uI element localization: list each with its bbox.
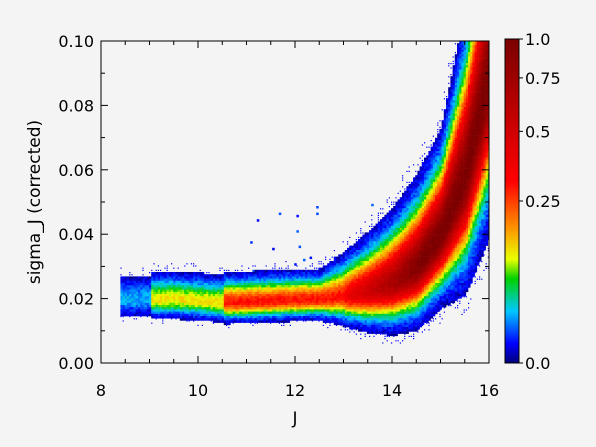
x-tick-label: 14 <box>382 381 402 400</box>
x-axis: 8 10 12 14 16 <box>96 41 499 400</box>
colorbar-tick-label: 0.5 <box>525 122 550 141</box>
x-tick-label: 10 <box>188 381 208 400</box>
colorbar-tick-label: 0.0 <box>525 354 550 373</box>
x-tick-label: 8 <box>96 381 106 400</box>
y-tick-label: 0.08 <box>58 96 94 115</box>
colorbar <box>504 38 520 364</box>
x-tick-label: 12 <box>285 381 305 400</box>
y-axis: 0.00 0.02 0.04 0.06 0.08 0.10 <box>58 32 489 373</box>
y-tick-label: 0.06 <box>58 161 94 180</box>
x-axis-label: J <box>291 409 297 429</box>
x-tick-label: 16 <box>479 381 499 400</box>
density-cloud <box>120 41 489 344</box>
colorbar-tick-label: 0.25 <box>525 192 561 211</box>
y-tick-label: 0.02 <box>58 290 94 309</box>
colorbar-ticks: 1.0 0.75 0.5 0.25 0.0 <box>519 30 561 373</box>
colorbar-tick-label: 0.75 <box>525 69 561 88</box>
y-tick-label: 0.00 <box>58 354 94 373</box>
colorbar-tick-label: 1.0 <box>525 30 550 49</box>
y-tick-label: 0.04 <box>58 225 94 244</box>
y-tick-label: 0.10 <box>58 32 94 51</box>
y-axis-label: sigma_J (corrected) <box>25 120 45 284</box>
